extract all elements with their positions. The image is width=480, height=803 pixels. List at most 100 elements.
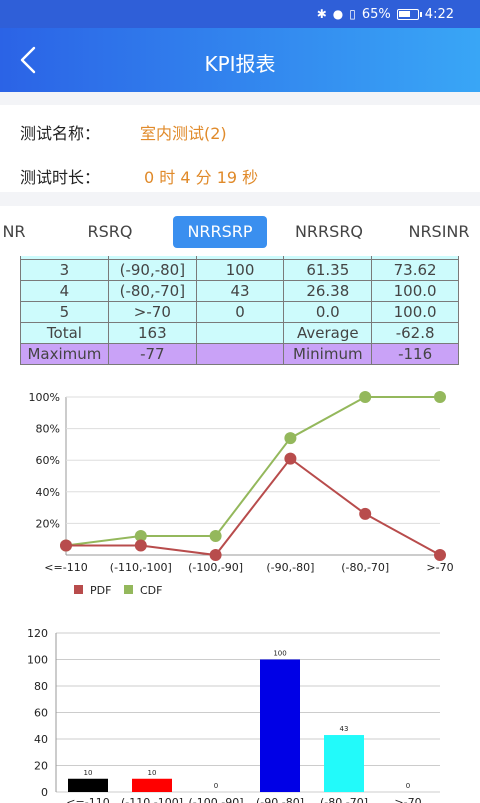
bar-value-label: 10 xyxy=(84,769,93,777)
table-cell: 0 xyxy=(195,300,285,323)
data-point-pdf xyxy=(209,549,222,561)
y-tick-label: 120 xyxy=(27,627,48,640)
chevron-left-icon xyxy=(20,46,36,74)
test-duration-row: 测试时长： 0 时 4 分 19 秒 xyxy=(20,164,258,188)
y-tick-label: 80% xyxy=(36,423,60,436)
table-cell: (-90,-80] xyxy=(107,258,197,281)
data-point-cdf xyxy=(209,530,222,543)
table-cell: 26.38 xyxy=(283,279,373,302)
bar-value-label: 100 xyxy=(273,650,286,658)
table-row: 5 >-70 0 0.0 100.0 xyxy=(20,300,459,323)
table-cell: 0.0 xyxy=(283,300,373,323)
data-point-pdf xyxy=(60,539,72,552)
pdf-cdf-line-chart: 20% 40% 60% 80% 100% <=-110 (-110,-100] (-100,-… xyxy=(29,391,454,597)
table-cell: 3 xyxy=(20,258,109,281)
vibrate-icon: ▯ xyxy=(349,7,356,21)
table-cell: 100 xyxy=(195,258,285,281)
y-tick-label: 60% xyxy=(36,454,60,467)
back-button[interactable] xyxy=(10,40,50,80)
table-row: 3 (-90,-80] 100 61.35 73.62 xyxy=(20,258,459,281)
tab-nrsinr[interactable]: NRSINR xyxy=(408,222,470,241)
x-tick-label: (-80,-70] xyxy=(320,796,368,803)
status-bar: ✱ ● ▯ 65% 4:22 xyxy=(0,0,480,28)
x-tick-label: (-80,-70] xyxy=(341,561,389,574)
y-tick-label: 60 xyxy=(34,707,48,720)
legend-label-cdf: CDF xyxy=(140,584,162,597)
table-cell: 73.62 xyxy=(371,258,459,281)
table-cell: Average xyxy=(283,321,373,344)
table-cell: 100.0 xyxy=(371,300,459,323)
kpi-table: 3 (-90,-80] 100 61.35 73.62 4 (-80,-70] … xyxy=(20,256,459,365)
table-cell: -116 xyxy=(371,342,459,365)
bar-0 xyxy=(68,778,108,792)
bar-value-label: 0 xyxy=(406,782,410,790)
table-cell: 5 xyxy=(20,300,109,323)
table-cell: >-70 xyxy=(107,300,197,323)
series-line-cdf xyxy=(65,396,440,547)
data-point-pdf xyxy=(434,549,446,561)
x-tick-label: (-90,-80] xyxy=(256,796,304,803)
count-bar-chart: 0 20 40 60 80 100 120 10 <=-110 10 (-110,-100] 0 (-1… xyxy=(27,627,440,803)
page-title: KPI报表 xyxy=(204,52,276,76)
data-point-pdf xyxy=(134,539,147,552)
series-line-pdf xyxy=(66,457,441,557)
table-cell: -62.8 xyxy=(371,321,459,344)
x-tick-label: (-110,-100] xyxy=(110,561,172,574)
status-time: 4:22 xyxy=(424,6,454,22)
battery-percent: 65% xyxy=(361,6,391,22)
bar-3 xyxy=(260,659,300,792)
y-tick-label: 40 xyxy=(34,733,48,746)
test-duration-value: 0 时 4 分 19 秒 xyxy=(144,168,259,187)
table-cell: 4 xyxy=(20,279,109,302)
table-cell: 163 xyxy=(107,321,197,344)
data-point-cdf xyxy=(434,391,446,403)
table-row: 4 (-80,-70] 43 26.38 100.0 xyxy=(20,279,459,302)
app-bar: KPI报表 xyxy=(0,28,480,92)
y-tick-label: 20% xyxy=(36,517,60,530)
data-point-pdf xyxy=(359,507,372,520)
x-tick-label: >-70 xyxy=(426,561,453,574)
x-tick-label: <=-110 xyxy=(44,561,87,574)
tab-nr[interactable]: NR xyxy=(2,222,26,241)
test-name-label: 测试名称： xyxy=(20,124,101,143)
kpi-tabs: NR RSRQ NRRSRP NRRSRQ NRSINR xyxy=(0,206,480,256)
table-row: Total 163 Average -62.8 xyxy=(20,321,459,344)
legend-label-pdf: PDF xyxy=(90,584,111,597)
legend-swatch-pdf xyxy=(74,585,83,594)
y-tick-label: 100% xyxy=(29,391,60,404)
location-icon: ● xyxy=(332,7,344,21)
x-tick-label: >-70 xyxy=(394,796,421,803)
table-cell xyxy=(195,342,285,365)
bar-value-label: 0 xyxy=(214,782,218,790)
tab-nrrsrp[interactable]: NRRSRP xyxy=(173,216,267,248)
table-cell: 43 xyxy=(195,279,285,302)
divider xyxy=(0,92,480,105)
data-point-cdf xyxy=(284,432,297,445)
test-name-value: 室内测试(2) xyxy=(140,124,227,143)
table-row: Maximum -77 Minimum -116 xyxy=(20,342,459,365)
bar-4 xyxy=(324,735,364,792)
table-cell: 61.35 xyxy=(283,258,373,281)
y-tick-label: 80 xyxy=(34,680,48,693)
tab-nrrsrq[interactable]: NRRSRQ xyxy=(294,222,364,241)
table-cell: Minimum xyxy=(283,342,373,365)
table-cell: Maximum xyxy=(20,342,109,365)
y-tick-label: 40% xyxy=(36,486,60,499)
bar-value-label: 10 xyxy=(148,769,157,777)
table-cell: (-80,-70] xyxy=(107,279,197,302)
table-cell: 100.0 xyxy=(371,279,459,302)
x-tick-label: (-90,-80] xyxy=(266,561,314,574)
x-tick-label: (-110,-100] xyxy=(121,796,183,803)
data-point-cdf xyxy=(359,391,372,403)
bar-1 xyxy=(132,778,172,792)
table-cell: -77 xyxy=(107,342,197,365)
battery-icon xyxy=(396,8,422,20)
bar-value-label: 43 xyxy=(340,725,349,733)
x-tick-label: (-100,-90] xyxy=(188,796,243,803)
test-duration-label: 测试时长： xyxy=(20,168,101,187)
tab-rsrq[interactable]: RSRQ xyxy=(87,222,133,241)
data-point-cdf xyxy=(134,530,147,543)
divider xyxy=(0,192,480,206)
x-tick-label: <=-110 xyxy=(66,796,109,803)
y-tick-label: 100 xyxy=(27,654,48,667)
